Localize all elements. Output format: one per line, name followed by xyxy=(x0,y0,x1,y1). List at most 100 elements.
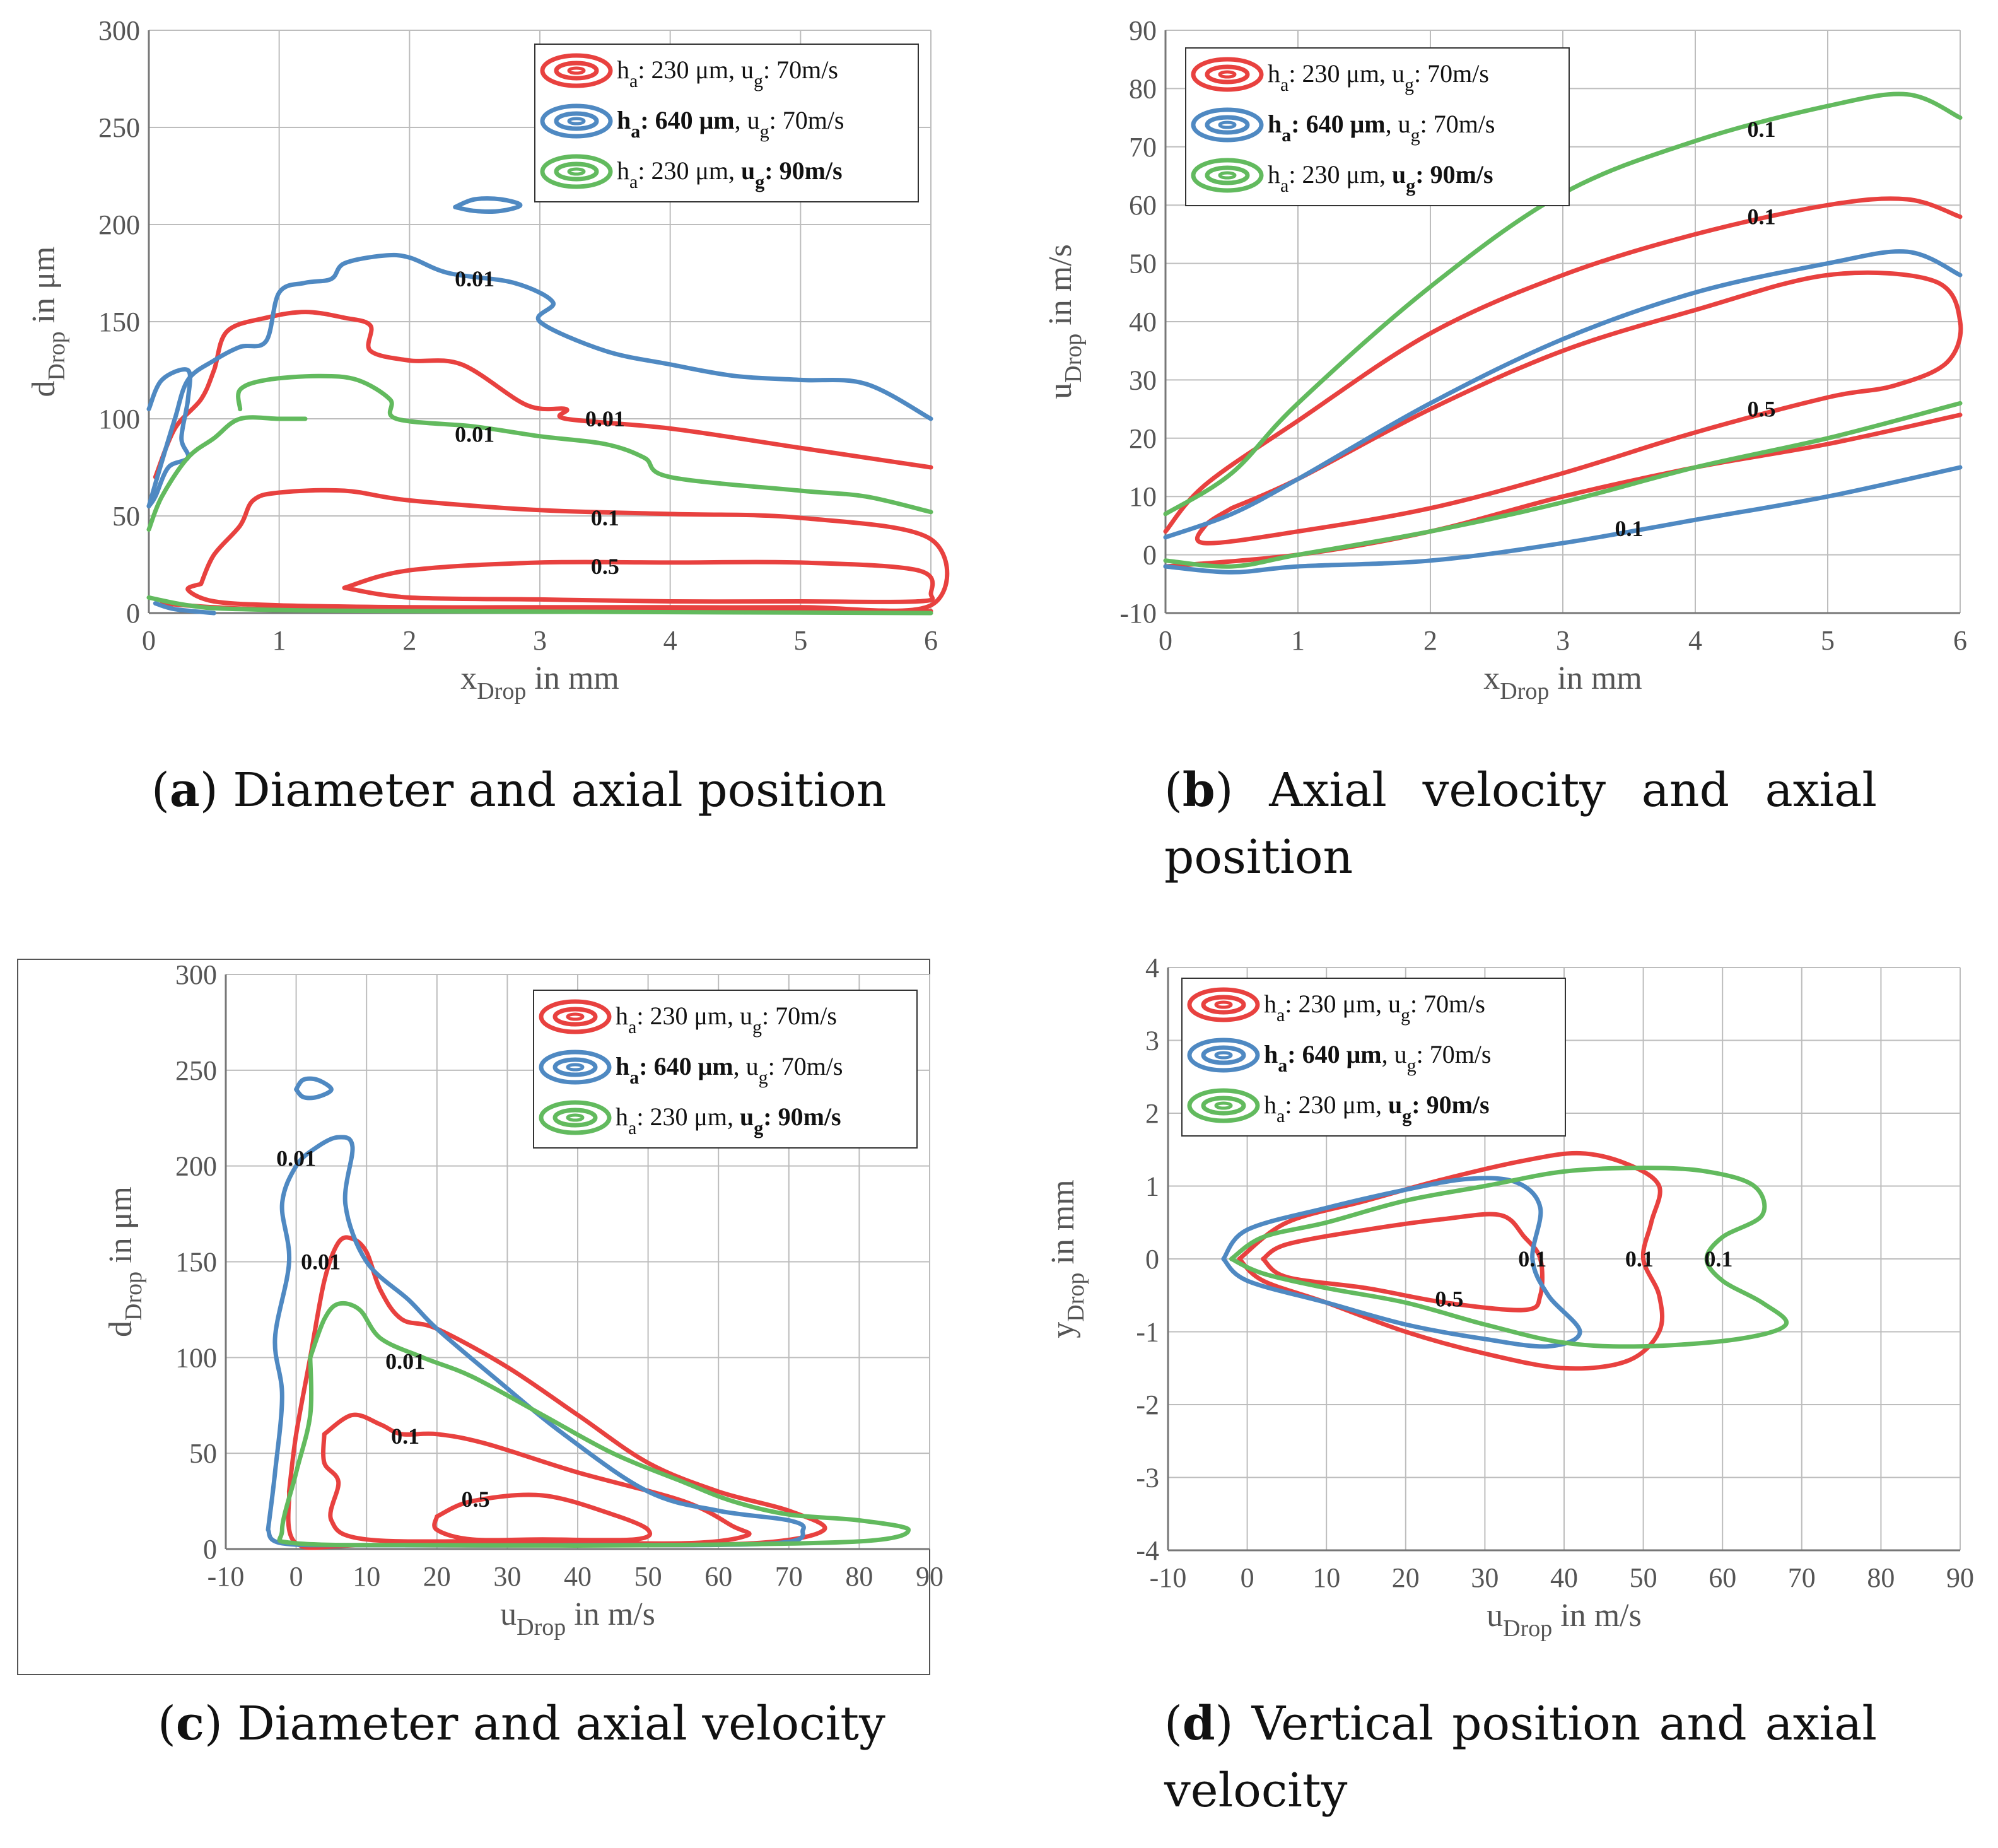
legend-label-part: g xyxy=(755,172,764,192)
legend-label-part: h xyxy=(1264,1040,1278,1068)
contour-line xyxy=(1163,249,1963,540)
contours xyxy=(1163,91,1963,575)
contour-level-label: 0.5 xyxy=(1748,397,1776,422)
legend-label-part: g xyxy=(1405,74,1414,95)
x-tick-label: 60 xyxy=(1709,1562,1736,1593)
legend-label-part: h xyxy=(616,1102,628,1131)
legend-label-part: : 230 μm, u xyxy=(638,56,754,84)
legend-symbol xyxy=(1187,987,1260,1022)
y-tick-label: 50 xyxy=(112,501,140,532)
legend-label-part: g xyxy=(760,121,769,142)
contour-line xyxy=(1221,1176,1582,1349)
legend-label-part: h xyxy=(616,1002,628,1030)
contour-line xyxy=(1163,401,1963,569)
chart-a: 0 1 2 3 4 5 6 0 50 100 150 200 250 300 xDrop in mm dDro… xyxy=(26,15,950,705)
legend-label-part: , u xyxy=(1382,1040,1407,1068)
contour-line xyxy=(146,252,933,509)
y-tick-label: -3 xyxy=(1136,1463,1159,1494)
chart-c: -10 0 10 20 30 40 50 60 70 80 90050100150200250300… xyxy=(17,959,944,1675)
y-tick-label: -10 xyxy=(1119,598,1157,629)
y-axis-label: uDrop in m/s xyxy=(1043,244,1087,399)
y-axis-label: yDrop in mm xyxy=(1045,1179,1089,1338)
y-tick-label: 0 xyxy=(1145,1244,1159,1275)
legend-label-part: , u xyxy=(1386,110,1411,138)
caption-d: (d) Vertical position and axial velocity xyxy=(1164,1697,1877,1818)
contour-level-label: 0.5 xyxy=(462,1487,490,1512)
legend-label-part: : 90m/s xyxy=(764,156,842,185)
legend-label-part: : 70m/s xyxy=(1417,1040,1492,1068)
y-tick-label: 0 xyxy=(1143,540,1157,571)
caption-a: (a) Diameter and axial position xyxy=(151,763,887,817)
legend-label-part: a xyxy=(628,1017,636,1038)
x-tick-label: 10 xyxy=(353,1561,380,1592)
legend-label-part: g xyxy=(1411,125,1420,146)
y-axis-label: dDrop in μm xyxy=(26,247,70,397)
legend-label-part: a xyxy=(629,71,638,91)
legend-label-part: u xyxy=(740,1102,754,1131)
x-tick-label: 0 xyxy=(142,625,156,656)
x-tick-label: 6 xyxy=(1953,625,1967,656)
contour-line xyxy=(146,595,933,616)
contour-level-label: 0.5 xyxy=(1435,1287,1463,1312)
y-tick-label: -2 xyxy=(1136,1389,1159,1420)
legend: ha: 230 μm, ug: 70m/sha: 640 μm, ug: 70m… xyxy=(1181,978,1566,1137)
contour-line xyxy=(286,1235,827,1550)
legend-label-part: : 640 μm xyxy=(640,106,734,134)
legend-label-part: g xyxy=(1401,1005,1410,1026)
legend-label-part: , u xyxy=(733,1052,759,1080)
legend-label: ha: 230 μm, ug: 70m/s xyxy=(617,56,838,91)
legend-label: ha: 230 μm, ug: 70m/s xyxy=(616,1002,837,1038)
legend-label-part: a xyxy=(629,172,638,192)
x-tick-label: 2 xyxy=(1423,625,1437,656)
x-tick-label: 10 xyxy=(1312,1562,1340,1593)
y-tick-label: 300 xyxy=(98,15,140,46)
contour-line xyxy=(432,1492,652,1543)
legend-label-part: a xyxy=(1282,125,1291,146)
legend-label-part: a xyxy=(629,1067,639,1088)
x-tick-label: 20 xyxy=(423,1561,451,1592)
contour-level-label: 0.1 xyxy=(1625,1246,1654,1272)
contour-line xyxy=(153,310,933,479)
y-tick-label: 150 xyxy=(175,1247,217,1278)
x-tick-label: 60 xyxy=(704,1561,732,1592)
panel-b: 0 1 2 3 4 5 6 -10 0 10 20 30 40 50 60 70 80 90 xDrop in mm… xyxy=(999,0,1998,924)
legend-label-part: a xyxy=(1276,1005,1285,1026)
panel-a: 0 1 2 3 4 5 6 0 50 100 150 200 250 300 xDrop in mm dDro… xyxy=(0,0,999,924)
legend: ha: 230 μm, ug: 70m/sha: 640 μm, ug: 70m… xyxy=(1185,47,1570,206)
legend-label-part: h xyxy=(1268,110,1282,138)
x-tick-label: -10 xyxy=(1150,1562,1187,1593)
y-tick-label: 0 xyxy=(203,1534,217,1565)
x-axis-label: xDrop in mm xyxy=(1483,660,1642,705)
contour-line xyxy=(266,1135,806,1548)
y-tick-label: 20 xyxy=(1129,423,1157,454)
y-tick-label: 250 xyxy=(175,1055,217,1086)
x-tick-label: 5 xyxy=(793,625,807,656)
legend-symbol xyxy=(1191,158,1264,193)
contour-line xyxy=(236,373,933,515)
y-tick-label: 40 xyxy=(1129,307,1157,337)
legend-label-part: a xyxy=(1276,1106,1285,1126)
legend-symbol xyxy=(540,154,613,189)
contour-line xyxy=(1163,465,1963,575)
legend-symbol xyxy=(540,53,613,88)
y-tick-label: 1 xyxy=(1145,1171,1159,1202)
x-tick-label: 80 xyxy=(845,1561,873,1592)
legend-label-part: : 90m/s xyxy=(1411,1091,1489,1119)
legend-label-part: h xyxy=(616,1052,629,1080)
x-tick-label: 3 xyxy=(1556,625,1570,656)
legend-label: ha: 230 μm, ug: 90m/s xyxy=(617,156,843,192)
legend-label-part: : 70m/s xyxy=(768,1052,843,1080)
x-tick-label: 3 xyxy=(533,625,547,656)
legend-label-part: : 230 μm, xyxy=(636,1102,740,1131)
x-tick-label: 30 xyxy=(1471,1562,1499,1593)
legend-label-part: a xyxy=(1278,1055,1287,1076)
contour-level-label: 0.5 xyxy=(591,554,619,579)
contours xyxy=(1221,1150,1789,1371)
x-tick-label: 6 xyxy=(924,625,938,656)
legend-label-part: u xyxy=(1388,1091,1402,1119)
x-tick-label: -10 xyxy=(207,1561,245,1592)
x-tick-label: 4 xyxy=(663,625,677,656)
contour-line xyxy=(153,601,216,616)
legend-label-part: : 230 μm, u xyxy=(1285,990,1401,1018)
